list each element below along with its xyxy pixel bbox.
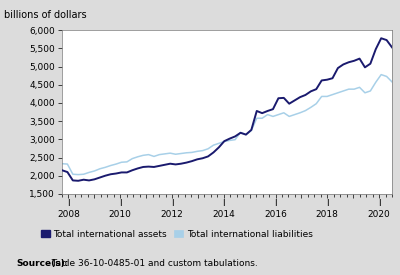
Text: Source(s):: Source(s): — [16, 259, 68, 268]
Text: billions of dollars: billions of dollars — [4, 10, 87, 20]
Text: Table 36-10-0485-01 and custom tabulations.: Table 36-10-0485-01 and custom tabulatio… — [46, 259, 258, 268]
Legend: Total international assets, Total international liabilities: Total international assets, Total intern… — [40, 230, 312, 239]
